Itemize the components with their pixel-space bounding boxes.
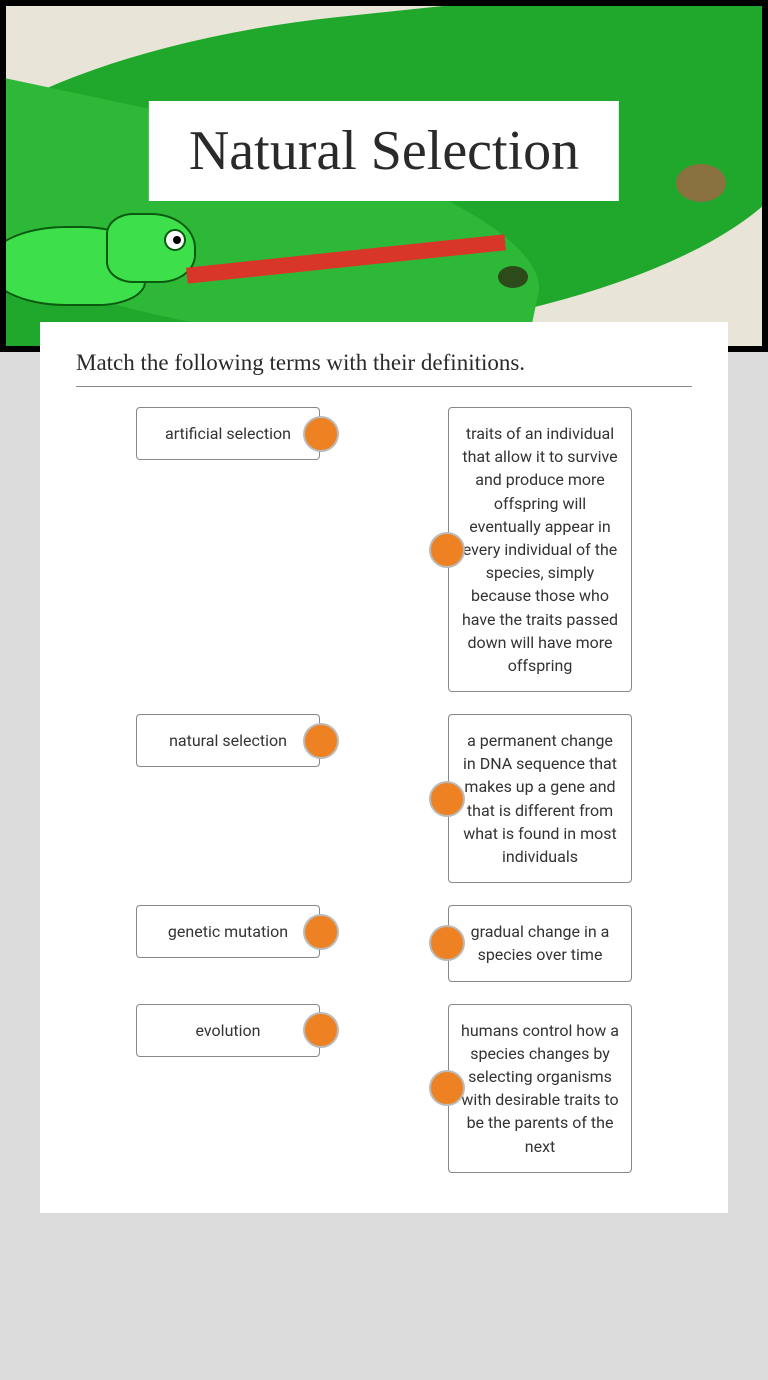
connector-dot[interactable]	[303, 416, 339, 452]
definition-text: a permanent change in DNA sequence that …	[461, 729, 619, 868]
snail-illustration	[676, 164, 726, 202]
chameleon-pupil	[173, 236, 181, 244]
definition-text: gradual change in a species over time	[461, 920, 619, 966]
chameleon-illustration	[6, 201, 216, 321]
instruction-text: Match the following terms with their def…	[76, 350, 692, 387]
term-label: artificial selection	[165, 422, 291, 445]
connector-dot[interactable]	[303, 1012, 339, 1048]
connector-dot[interactable]	[429, 1070, 465, 1106]
outer-frame: Natural Selection	[0, 0, 768, 352]
content-card: Match the following terms with their def…	[40, 322, 728, 1213]
connector-dot[interactable]	[429, 532, 465, 568]
definition-item[interactable]: gradual change in a species over time	[448, 905, 632, 981]
term-item[interactable]: evolution	[136, 1004, 320, 1057]
connector-dot[interactable]	[303, 723, 339, 759]
term-item[interactable]: artificial selection	[136, 407, 320, 460]
definition-item[interactable]: humans control how a species changes by …	[448, 1004, 632, 1173]
bug-illustration	[498, 266, 528, 288]
term-item[interactable]: natural selection	[136, 714, 320, 767]
connector-dot[interactable]	[429, 781, 465, 817]
connector-dot[interactable]	[429, 925, 465, 961]
connector-dot[interactable]	[303, 914, 339, 950]
match-grid: artificial selection traits of an indivi…	[76, 407, 692, 1173]
title-box: Natural Selection	[149, 101, 619, 201]
definition-text: humans control how a species changes by …	[461, 1019, 619, 1158]
page-title: Natural Selection	[189, 119, 579, 183]
definition-item[interactable]: a permanent change in DNA sequence that …	[448, 714, 632, 883]
term-label: evolution	[196, 1019, 261, 1042]
term-label: natural selection	[169, 729, 287, 752]
term-label: genetic mutation	[168, 920, 288, 943]
definition-item[interactable]: traits of an individual that allow it to…	[448, 407, 632, 692]
definition-text: traits of an individual that allow it to…	[461, 422, 619, 677]
header-illustration: Natural Selection	[6, 6, 762, 346]
term-item[interactable]: genetic mutation	[136, 905, 320, 958]
